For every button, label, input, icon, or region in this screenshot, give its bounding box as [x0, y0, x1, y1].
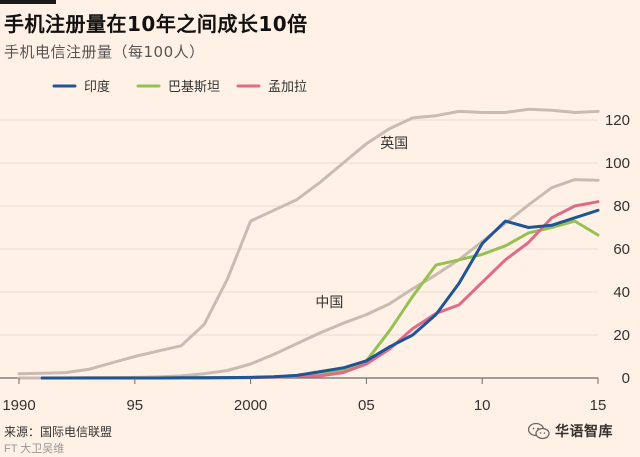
legend-label: 印度: [84, 79, 110, 95]
x-tick-label: 10: [474, 397, 491, 414]
legend: 印度 巴基斯坦 孟加拉: [52, 79, 307, 95]
x-tick-label: 1990: [2, 397, 35, 414]
y-tick-label: 100: [605, 155, 630, 172]
wechat-icon: [528, 422, 550, 440]
x-tick-label: 15: [590, 397, 607, 414]
brand-name: 华语智库: [555, 424, 613, 440]
x-tick-label: 2000: [234, 397, 267, 414]
annotation-uk: 英国: [380, 135, 408, 152]
legend-item-pakistan: 巴基斯坦: [136, 80, 220, 95]
x-tick-label: 05: [358, 397, 375, 414]
series-line-uk: [17, 107, 600, 376]
series-lines: [17, 107, 600, 380]
legend-item-india: 印度: [52, 79, 110, 95]
y-tick-label: 120: [605, 112, 630, 129]
y-tick-label: 80: [613, 198, 630, 215]
chart-title: 手机注册量在10年之间成长10倍: [4, 12, 308, 36]
legend-item-bangladesh: 孟加拉: [236, 80, 307, 95]
grid-lines: [0, 119, 598, 379]
series-line-bangladesh: [40, 200, 600, 380]
y-tick-label: 60: [613, 241, 630, 258]
source-note: 来源：国际电信联盟: [4, 425, 113, 439]
y-tick-label: 0: [622, 370, 630, 387]
legend-label: 孟加拉: [268, 80, 307, 95]
x-tick-label: 95: [126, 397, 143, 414]
y-tick-label: 40: [613, 284, 630, 301]
legend-label: 巴基斯坦: [168, 80, 220, 95]
x-axis-ticks: 1990 95 2000 05 10 15: [2, 378, 606, 414]
chart-subtitle: 手机电信注册量（每100人）: [4, 43, 205, 61]
brand-badge[interactable]: 华语智库: [528, 421, 613, 441]
y-tick-label: 20: [613, 327, 630, 344]
annotation-china: 中国: [315, 295, 343, 311]
watermark: FT 大卫吴维: [4, 443, 65, 455]
series-line-china: [17, 178, 600, 380]
header-accent-bar: [0, 0, 56, 4]
y-axis-ticks: 0 20 40 60 80 100 120: [605, 112, 630, 387]
